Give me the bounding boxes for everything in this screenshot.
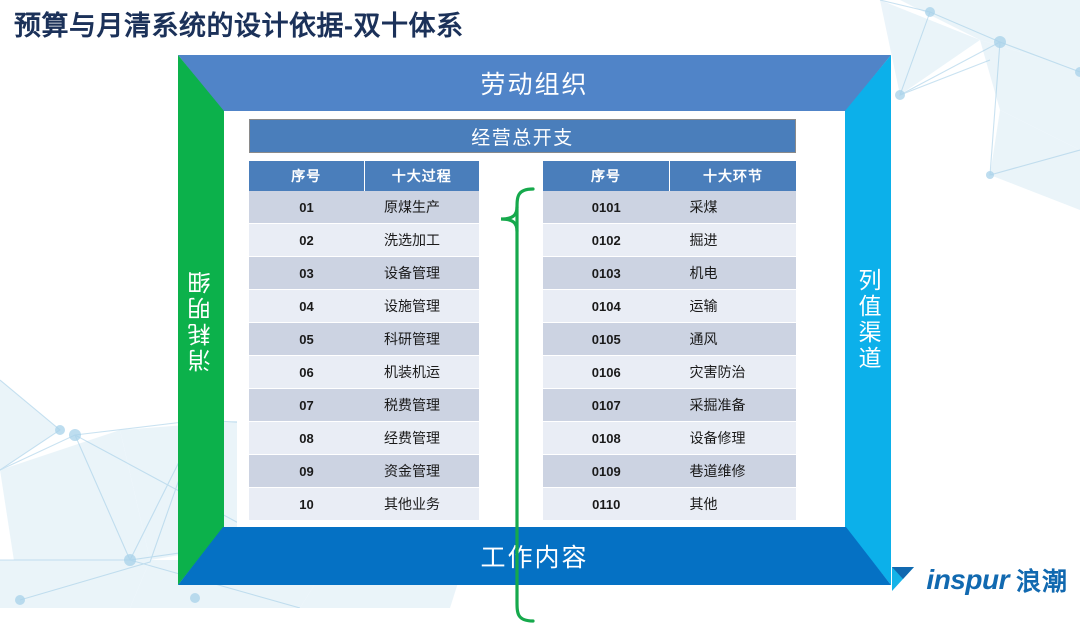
cell-name: 巷道维修	[669, 454, 796, 488]
column-header-name: 十大过程	[364, 161, 479, 191]
logo-wordmark: inspur	[926, 564, 1009, 595]
cell-name: 机电	[669, 256, 796, 290]
table-row[interactable]: 0110 其他	[543, 487, 796, 521]
cell-name: 采煤	[669, 191, 796, 224]
table-row[interactable]: 04 设施管理	[249, 289, 479, 323]
cell-id: 04	[249, 289, 364, 323]
brace-icon	[500, 187, 535, 623]
band-bottom-label: 工作内容	[480, 544, 589, 572]
double-ten-diagram: 劳动组织 消耗明细 列值渠道 工作内容 经营总开支 序号 十大过程 01 原煤生产	[178, 55, 891, 623]
table-row[interactable]: 01 原煤生产	[249, 191, 479, 224]
cell-name: 资金管理	[364, 454, 479, 488]
table-header-row: 序号 十大环节	[543, 161, 796, 191]
table-row[interactable]: 06 机装机运	[249, 355, 479, 389]
cell-id: 0109	[543, 454, 670, 488]
ten-links-table: 序号 十大环节 0101 采煤 0102 掘进 0103 机电 0104 运输 0105…	[543, 161, 796, 521]
cell-name: 灾害防治	[669, 355, 796, 389]
band-top-label: 劳动组织	[480, 71, 589, 99]
band-left-consumption-detail: 消耗明细	[178, 55, 224, 585]
table-row[interactable]: 07 税费管理	[249, 388, 479, 422]
cell-id: 05	[249, 322, 364, 356]
table-row[interactable]: 10 其他业务	[249, 487, 479, 521]
page-title: 预算与月清系统的设计依据-双十体系	[14, 11, 464, 41]
cell-name: 设备修理	[669, 421, 796, 455]
cell-id: 0103	[543, 256, 670, 290]
table-row[interactable]: 05 科研管理	[249, 322, 479, 356]
cell-name: 设施管理	[364, 289, 479, 323]
cell-id: 0102	[543, 223, 670, 257]
cell-name: 税费管理	[364, 388, 479, 422]
cell-name: 其他	[669, 487, 796, 521]
cell-name: 经费管理	[364, 421, 479, 455]
cell-id: 0107	[543, 388, 670, 422]
table-header-row: 序号 十大过程	[249, 161, 479, 191]
cell-id: 0104	[543, 289, 670, 323]
cell-id: 09	[249, 454, 364, 488]
cell-id: 03	[249, 256, 364, 290]
cell-id: 01	[249, 191, 364, 224]
table-row[interactable]: 0103 机电	[543, 256, 796, 290]
cell-id: 10	[249, 487, 364, 521]
table-row[interactable]: 02 洗选加工	[249, 223, 479, 257]
table-row[interactable]: 0107 采掘准备	[543, 388, 796, 422]
column-header-id: 序号	[543, 161, 670, 191]
column-header-id: 序号	[249, 161, 365, 191]
band-right-value-channel: 列值渠道	[845, 55, 891, 585]
band-top-labor-organization: 劳动组织	[178, 55, 891, 111]
cell-name: 洗选加工	[364, 223, 479, 257]
cell-name: 掘进	[669, 223, 796, 257]
cell-id: 06	[249, 355, 364, 389]
total-expense-header: 经营总开支	[249, 119, 796, 153]
cell-id: 0105	[543, 322, 670, 356]
cell-id: 02	[249, 223, 364, 257]
logo-wordmark-cn: 浪潮	[1015, 568, 1068, 596]
table-row[interactable]: 0104 运输	[543, 289, 796, 323]
cell-name: 采掘准备	[669, 388, 796, 422]
table-row[interactable]: 08 经费管理	[249, 421, 479, 455]
inspur-triangle-icon	[892, 567, 915, 591]
band-left-label: 消耗明细	[188, 268, 214, 372]
table-row[interactable]: 0105 通风	[543, 322, 796, 356]
column-header-name: 十大环节	[669, 161, 796, 191]
table-row[interactable]: 09 资金管理	[249, 454, 479, 488]
table-row[interactable]: 0109 巷道维修	[543, 454, 796, 488]
table-row[interactable]: 0108 设备修理	[543, 421, 796, 455]
cell-name: 通风	[669, 322, 796, 356]
inspur-logo: inspur 浪潮	[892, 562, 1068, 598]
table-row[interactable]: 0101 采煤	[543, 191, 796, 224]
cell-name: 设备管理	[364, 256, 479, 290]
cell-id: 0110	[543, 487, 670, 521]
table-row[interactable]: 03 设备管理	[249, 256, 479, 290]
cell-id: 0108	[543, 421, 670, 455]
cell-name: 运输	[669, 289, 796, 323]
band-right-label: 列值渠道	[855, 268, 881, 372]
total-expense-label: 经营总开支	[471, 127, 574, 149]
cell-id: 08	[249, 421, 364, 455]
cell-name: 科研管理	[364, 322, 479, 356]
cell-name: 原煤生产	[364, 191, 479, 224]
cell-id: 0101	[543, 191, 670, 224]
inner-white-panel: 经营总开支 序号 十大过程 01 原煤生产 02 洗选加工 03 设备管理 04 设施管…	[237, 111, 832, 623]
table-row[interactable]: 0106 灾害防治	[543, 355, 796, 389]
cell-name: 机装机运	[364, 355, 479, 389]
ten-processes-table: 序号 十大过程 01 原煤生产 02 洗选加工 03 设备管理 04 设施管理 05 科研…	[249, 161, 479, 521]
cell-id: 07	[249, 388, 364, 422]
cell-id: 0106	[543, 355, 670, 389]
cell-name: 其他业务	[364, 487, 479, 521]
table-row[interactable]: 0102 掘进	[543, 223, 796, 257]
